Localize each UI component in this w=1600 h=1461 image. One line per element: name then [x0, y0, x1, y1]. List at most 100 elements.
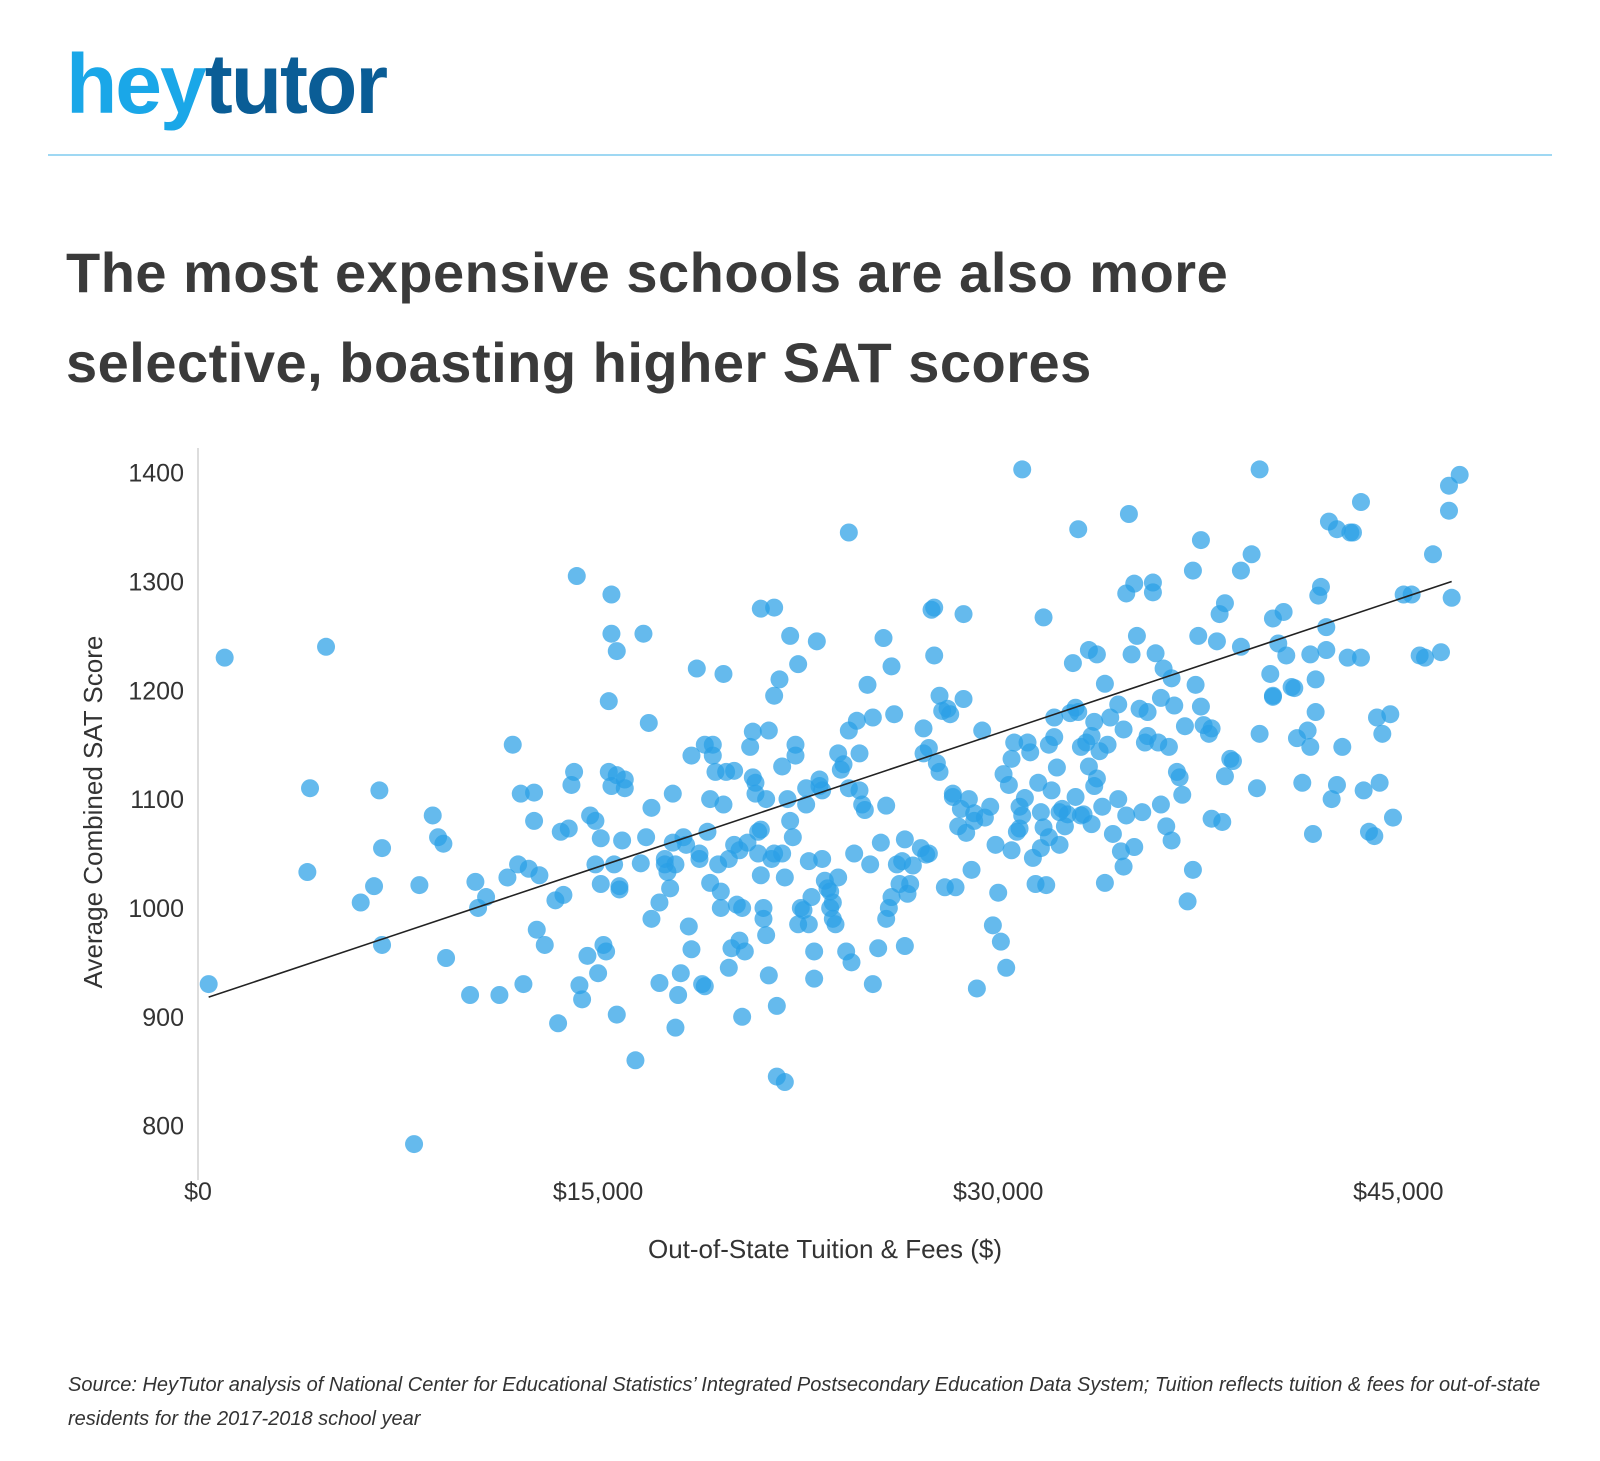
data-point — [1095, 674, 1114, 693]
data-point — [525, 811, 544, 830]
data-point — [757, 790, 776, 809]
data-point — [834, 755, 853, 774]
data-point — [1367, 708, 1386, 727]
data-point — [1079, 641, 1098, 660]
data-point — [410, 876, 429, 895]
data-point — [1109, 790, 1128, 809]
data-point — [1034, 608, 1053, 627]
data-point — [797, 795, 816, 814]
data-point — [797, 779, 816, 798]
data-point — [1173, 785, 1192, 804]
x-tick-label: $45,000 — [1353, 1178, 1443, 1206]
data-point — [669, 986, 688, 1004]
data-point — [1002, 841, 1021, 860]
y-tick-label: 1000 — [128, 895, 184, 923]
data-point — [666, 1018, 685, 1037]
data-point — [735, 942, 754, 961]
data-point — [1082, 815, 1101, 834]
data-point — [1183, 860, 1202, 879]
y-tick-label: 1300 — [128, 568, 184, 596]
data-point — [829, 868, 848, 887]
data-point — [591, 829, 610, 848]
axes: 800 900 1000 1100 1200 1300 1400 $0 $15,000 $30,0… — [128, 448, 1444, 1206]
data-point — [498, 868, 517, 887]
data-point — [850, 781, 869, 800]
data-point — [1306, 670, 1325, 689]
data-point — [813, 849, 832, 868]
data-point — [1122, 645, 1141, 664]
data-point — [1170, 768, 1189, 787]
data-point — [490, 986, 509, 1004]
scatter-chart: 800 900 1000 1100 1200 1300 1400 $0 $15,000 $30,0… — [78, 448, 1469, 1264]
data-point — [1162, 669, 1181, 688]
data-point — [1285, 679, 1304, 698]
data-point — [925, 598, 944, 617]
data-point — [1109, 695, 1128, 714]
data-point — [743, 722, 762, 741]
data-point — [549, 1014, 568, 1033]
data-point — [1133, 803, 1152, 822]
data-point — [773, 844, 792, 863]
data-point — [503, 735, 522, 754]
data-point — [799, 915, 818, 934]
data-point — [1223, 752, 1242, 771]
data-point — [1063, 654, 1082, 673]
data-point — [607, 1005, 626, 1024]
data-point — [405, 1135, 424, 1154]
data-point — [1231, 637, 1250, 656]
data-point — [1191, 697, 1210, 716]
data-point — [602, 585, 621, 604]
data-point — [671, 964, 690, 983]
data-point — [642, 798, 661, 817]
data-point — [1274, 602, 1293, 621]
data-point — [999, 775, 1018, 794]
data-point — [757, 926, 776, 945]
data-point — [666, 855, 685, 874]
data-point — [434, 834, 453, 853]
data-point — [514, 975, 533, 994]
data-point — [1250, 724, 1269, 743]
data-point — [373, 839, 392, 858]
data-point — [597, 942, 616, 961]
data-point — [813, 781, 832, 800]
data-point — [530, 866, 549, 885]
data-point — [925, 646, 944, 665]
data-point — [695, 977, 714, 996]
data-point — [770, 670, 789, 689]
data-point — [1317, 641, 1336, 660]
data-point — [607, 642, 626, 661]
data-point — [1125, 838, 1144, 856]
data-point — [1231, 561, 1250, 580]
data-point — [919, 844, 938, 863]
data-point — [1250, 460, 1269, 479]
data-point — [1383, 808, 1402, 827]
data-point — [802, 888, 821, 907]
data-point — [525, 783, 544, 802]
data-point — [882, 888, 901, 907]
data-point — [751, 820, 770, 839]
data-point — [1351, 493, 1370, 512]
heytutor-logo: heytutor — [66, 42, 388, 126]
data-point — [895, 830, 914, 849]
x-tick-label: $0 — [184, 1178, 212, 1206]
data-point — [1005, 733, 1024, 752]
x-axis-label: Out-of-State Tuition & Fees ($) — [648, 1234, 1002, 1264]
data-point — [967, 979, 986, 998]
data-point — [719, 958, 738, 977]
data-point — [573, 990, 592, 1009]
data-point — [437, 949, 456, 967]
trendline-segment — [208, 580, 1452, 998]
data-point — [983, 916, 1002, 935]
data-point — [1114, 857, 1133, 876]
x-tick-label: $30,000 — [953, 1178, 1043, 1206]
data-point — [1277, 646, 1296, 665]
data-point — [845, 844, 864, 863]
data-point — [1333, 737, 1352, 756]
data-point — [365, 877, 384, 896]
data-point — [1306, 703, 1325, 722]
data-point — [535, 935, 554, 954]
data-point — [298, 863, 317, 882]
data-point — [1165, 696, 1184, 715]
data-point — [919, 738, 938, 757]
data-point — [973, 721, 992, 740]
